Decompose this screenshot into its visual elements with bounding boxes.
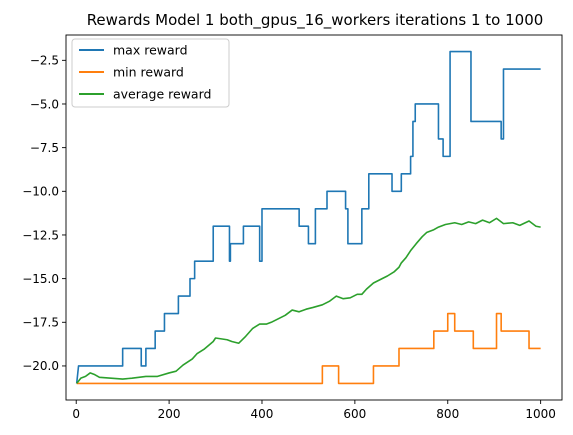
y-tick-label: −20.0 xyxy=(22,359,59,373)
x-tick-label: 1000 xyxy=(525,407,556,421)
legend-label-max-reward: max reward xyxy=(113,43,188,58)
y-tick-label: −17.5 xyxy=(22,316,59,330)
y-tick-label: −2.5 xyxy=(30,54,59,68)
series-line-max-reward xyxy=(75,50,541,384)
y-tick-label: −12.5 xyxy=(22,228,59,242)
legend-frame xyxy=(71,38,230,108)
legend: max reward min reward average reward xyxy=(71,38,230,108)
x-tick-label: 600 xyxy=(343,407,366,421)
x-tick-label: 800 xyxy=(436,407,459,421)
series-layer xyxy=(75,50,541,385)
legend-label-min-reward: min reward xyxy=(113,65,184,80)
axes-frame xyxy=(65,34,563,401)
y-tick-label: −15.0 xyxy=(22,272,59,286)
chart-title: Rewards Model 1 both_gpus_16_workers ite… xyxy=(87,11,544,30)
legend-label-average-reward: average reward xyxy=(113,87,211,102)
y-tick-label: −10.0 xyxy=(22,185,59,199)
x-tick-label: 400 xyxy=(251,407,274,421)
axes-layer: 0 200 400 600 800 1000 −20.0 −17.5 −15.0 −12.5 −10… xyxy=(22,34,563,421)
x-tick-label: 0 xyxy=(72,407,80,421)
y-tick-label: −5.0 xyxy=(30,97,59,111)
y-tick-label: −7.5 xyxy=(30,141,59,155)
series-line-average-reward xyxy=(76,217,541,384)
series-line-min-reward xyxy=(76,312,541,385)
x-tick-label: 200 xyxy=(158,407,181,421)
